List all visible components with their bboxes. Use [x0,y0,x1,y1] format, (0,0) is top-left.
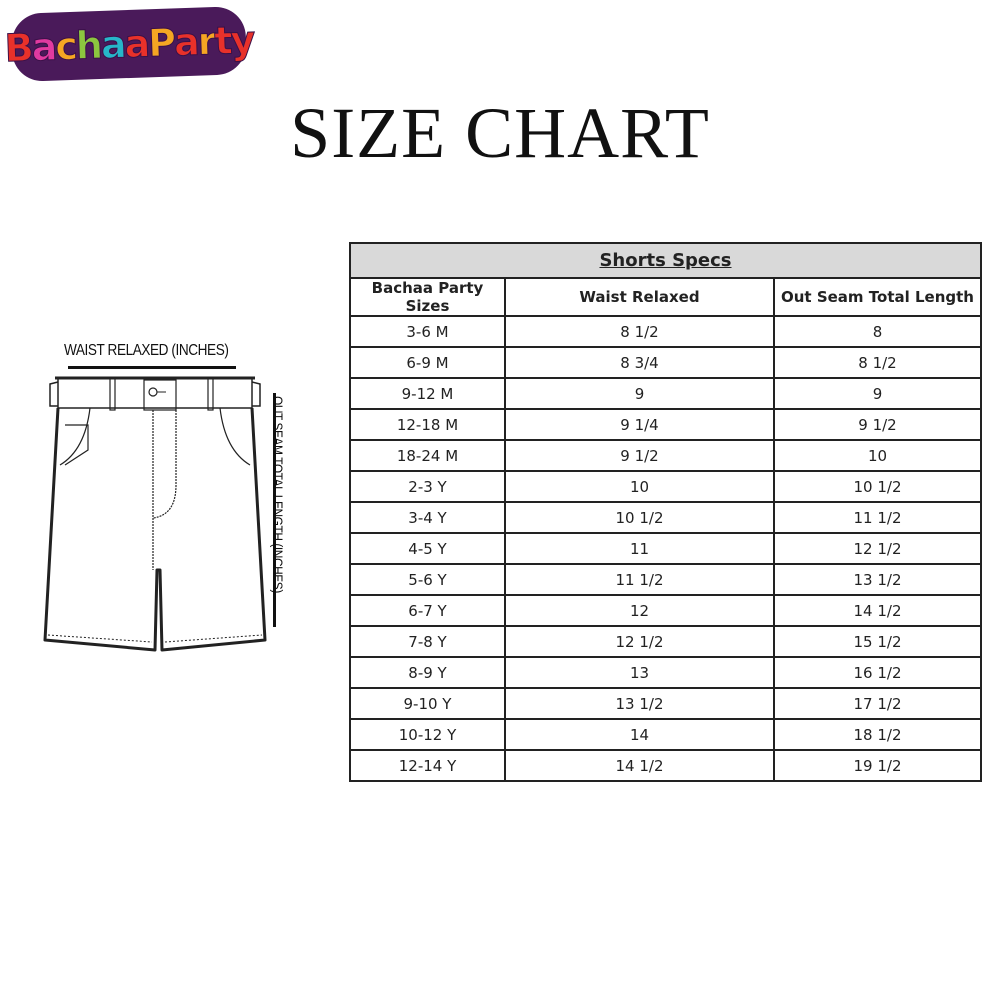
cell-seam: 19 1/2 [773,749,982,782]
cell-size: 7-8 Y [349,625,506,658]
cell-waist: 9 1/4 [504,408,775,441]
table-row: 12-14 Y 14 1/2 19 1/2 [349,749,982,782]
column-header-seam: Out Seam Total Length [773,277,982,317]
cell-seam: 14 1/2 [773,594,982,627]
cell-seam: 10 1/2 [773,470,982,503]
logo-letter: y [229,17,255,63]
cell-waist: 14 1/2 [504,749,775,782]
logo-letter: a [123,21,149,67]
cell-size: 3-4 Y [349,501,506,534]
cell-seam: 9 1/2 [773,408,982,441]
cell-waist: 14 [504,718,775,751]
table-row: 7-8 Y 12 1/2 15 1/2 [349,625,982,658]
waist-label: WAIST RELAXED (INCHES) [64,342,229,359]
shorts-illustration [43,376,267,652]
logo-letter: B [3,25,33,71]
column-header-size: Bachaa Party Sizes [349,277,506,317]
cell-waist: 10 1/2 [504,501,775,534]
cell-size: 10-12 Y [349,718,506,751]
cell-waist: 8 3/4 [504,346,775,379]
table-row: 9-10 Y 13 1/2 17 1/2 [349,687,982,720]
seam-label: OUT SEAM TOTAL LENGTH (INCHES) [270,396,286,593]
cell-seam: 10 [773,439,982,472]
cell-size: 2-3 Y [349,470,506,503]
cell-size: 6-9 M [349,346,506,379]
cell-seam: 11 1/2 [773,501,982,534]
table-row: 6-7 Y 12 14 1/2 [349,594,982,627]
cell-waist: 12 1/2 [504,625,775,658]
cell-seam: 8 1/2 [773,346,982,379]
cell-size: 3-6 M [349,315,506,348]
table-row: 2-3 Y 10 10 1/2 [349,470,982,503]
cell-size: 9-10 Y [349,687,506,720]
cell-size: 12-18 M [349,408,506,441]
table-row: 8-9 Y 13 16 1/2 [349,656,982,689]
cell-waist: 11 1/2 [504,563,775,596]
table-row: 3-4 Y 10 1/2 11 1/2 [349,501,982,534]
table-row: 10-12 Y 14 18 1/2 [349,718,982,751]
table-row: 5-6 Y 11 1/2 13 1/2 [349,563,982,596]
waist-measure-line [68,366,236,369]
cell-seam: 15 1/2 [773,625,982,658]
logo-letter: a [100,22,126,68]
cell-waist: 13 [504,656,775,689]
table-row: 4-5 Y 11 12 1/2 [349,532,982,565]
cell-seam: 18 1/2 [773,718,982,751]
seam-measure-line [273,393,276,627]
cell-waist: 11 [504,532,775,565]
column-header-waist: Waist Relaxed [504,277,775,317]
page-title: SIZE CHART [290,93,710,173]
cell-size: 6-7 Y [349,594,506,627]
table-header-row: Bachaa Party Sizes Waist Relaxed Out Sea… [349,277,982,317]
cell-seam: 16 1/2 [773,656,982,689]
cell-waist: 9 [504,377,775,410]
cell-seam: 12 1/2 [773,532,982,565]
cell-size: 5-6 Y [349,563,506,596]
cell-waist: 9 1/2 [504,439,775,472]
cell-seam: 9 [773,377,982,410]
cell-seam: 8 [773,315,982,348]
cell-size: 9-12 M [349,377,506,410]
logo-letter: P [147,20,175,66]
cell-seam: 17 1/2 [773,687,982,720]
logo-letter: c [54,23,77,69]
cell-seam: 13 1/2 [773,563,982,596]
logo-letter: a [173,19,199,65]
cell-size: 8-9 Y [349,656,506,689]
logo-letter: a [30,24,57,70]
cell-waist: 10 [504,470,775,503]
cell-size: 4-5 Y [349,532,506,565]
table-caption: Shorts Specs [349,242,982,279]
logo-letter: h [75,22,103,68]
logo-letter: r [196,19,216,65]
size-chart-table: Shorts Specs Bachaa Party Sizes Waist Re… [349,242,982,782]
cell-waist: 12 [504,594,775,627]
cell-waist: 13 1/2 [504,687,775,720]
cell-size: 18-24 M [349,439,506,472]
cell-size: 12-14 Y [349,749,506,782]
logo-letter: t [213,18,232,64]
cell-waist: 8 1/2 [504,315,775,348]
